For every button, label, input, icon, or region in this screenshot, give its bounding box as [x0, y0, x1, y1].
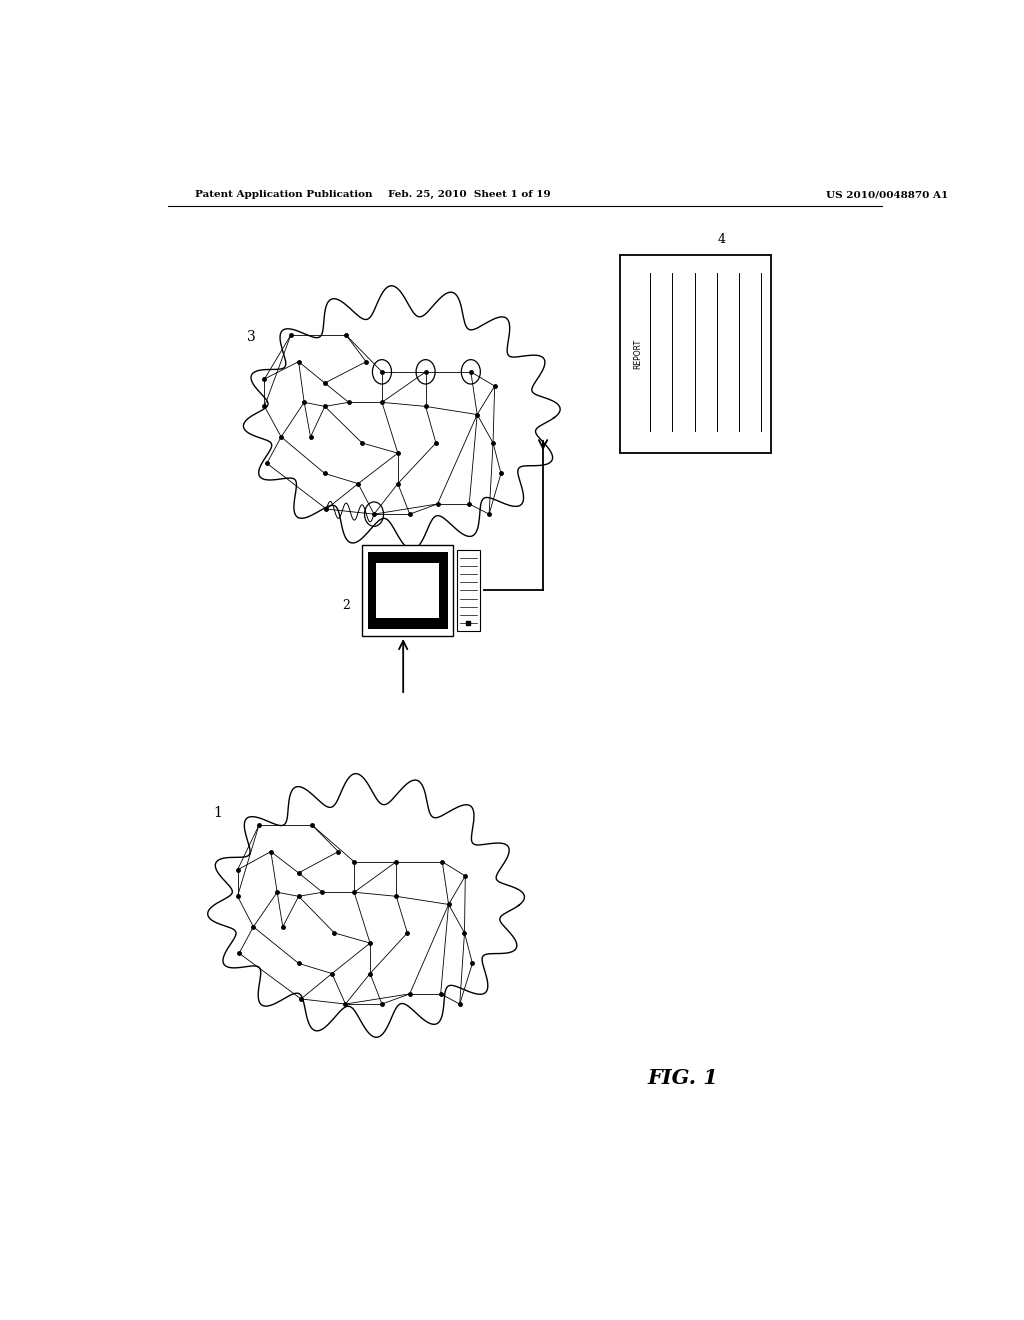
Text: 2: 2	[342, 599, 350, 611]
Bar	[368, 552, 447, 630]
Bar	[458, 549, 479, 631]
Text: Patent Application Publication: Patent Application Publication	[196, 190, 373, 199]
Text: REPORT: REPORT	[633, 339, 642, 370]
Text: 4: 4	[718, 232, 726, 246]
Bar	[362, 545, 454, 636]
Bar	[377, 562, 439, 618]
Text: Feb. 25, 2010  Sheet 1 of 19: Feb. 25, 2010 Sheet 1 of 19	[388, 190, 551, 199]
Bar	[620, 255, 771, 453]
Text: US 2010/0048870 A1: US 2010/0048870 A1	[826, 190, 948, 199]
Text: FIG. 1: FIG. 1	[648, 1068, 719, 1088]
Text: 3: 3	[247, 330, 256, 345]
Text: 1: 1	[214, 807, 222, 820]
